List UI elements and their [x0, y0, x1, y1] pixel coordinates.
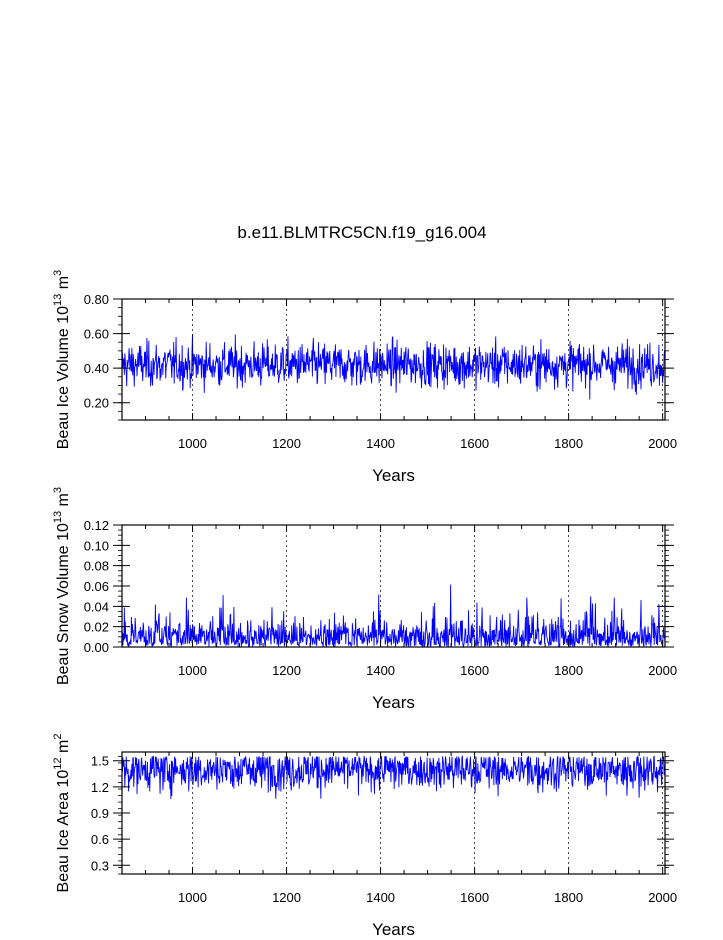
- x-tick-label: 1000: [178, 890, 207, 905]
- x-tick-label: 1200: [272, 890, 301, 905]
- x-tick-label: 1600: [460, 436, 489, 451]
- x-tick-label: 1200: [272, 436, 301, 451]
- panel-3: 1000 1200 1400 1600 1800 2000 0.3 0.6 0.9 1.2 1.5 Y…: [52, 734, 677, 939]
- y-tick-label: 0.10: [84, 538, 109, 553]
- figure-title: b.e11.BLMTRC5CN.f19_g16.004: [237, 223, 486, 242]
- x-tick-label: 1200: [272, 663, 301, 678]
- y-tick-label: 0.06: [84, 579, 109, 594]
- y-tick-label: 1.2: [91, 780, 109, 795]
- x-tick-label: 1000: [178, 436, 207, 451]
- y-tick-label: 0.60: [84, 327, 109, 342]
- y-tick-label: 0.04: [84, 599, 109, 614]
- x-tick-label: 1600: [460, 890, 489, 905]
- y-tick-label: 0.6: [91, 832, 109, 847]
- y-axis-label: Beau Ice Area 1012 m2: [52, 734, 72, 893]
- series-line: [121, 334, 666, 400]
- y-tick-label: 0.08: [84, 559, 109, 574]
- x-tick-label: 1800: [554, 663, 583, 678]
- y-tick-label: 0.3: [91, 858, 109, 873]
- y-tick-label: 0.02: [84, 620, 109, 635]
- y-axis-label: Beau Ice Volume 1013 m3: [52, 270, 72, 449]
- panel-2: 1000 1200 1400 1600 1800 2000 0.00 0.02 0.04 0.06…: [52, 487, 677, 712]
- x-tick-label: 1400: [366, 663, 395, 678]
- x-axis-label: Years: [372, 920, 415, 935]
- x-tick-label: 2000: [648, 436, 677, 451]
- x-tick-label: 1600: [460, 663, 489, 678]
- y-tick-label: 0.9: [91, 806, 109, 821]
- x-axis-label: Years: [372, 466, 415, 485]
- y-tick-label: 0.00: [84, 640, 109, 655]
- x-tick-label: 1400: [366, 436, 395, 451]
- x-tick-label: 2000: [648, 663, 677, 678]
- x-tick-label: 1800: [554, 436, 583, 451]
- panel-1: 1000 1200 1400 1600 1800 2000 0.20 0.40 0.60 0.80…: [52, 270, 677, 485]
- series-line: [121, 754, 666, 800]
- x-tick-label: 1400: [366, 890, 395, 905]
- y-axis-label: Beau Snow Volume 1013 m3: [52, 487, 72, 685]
- x-tick-label: 1000: [178, 663, 207, 678]
- x-tick-label: 1800: [554, 890, 583, 905]
- y-tick-label: 0.20: [84, 396, 109, 411]
- y-tick-label: 0.40: [84, 361, 109, 376]
- y-tick-label: 0.12: [84, 518, 109, 533]
- y-tick-label: 1.5: [91, 754, 109, 769]
- y-tick-label: 0.80: [84, 292, 109, 307]
- x-axis-label: Years: [372, 693, 415, 712]
- x-tick-label: 2000: [648, 890, 677, 905]
- series-line: [121, 584, 666, 649]
